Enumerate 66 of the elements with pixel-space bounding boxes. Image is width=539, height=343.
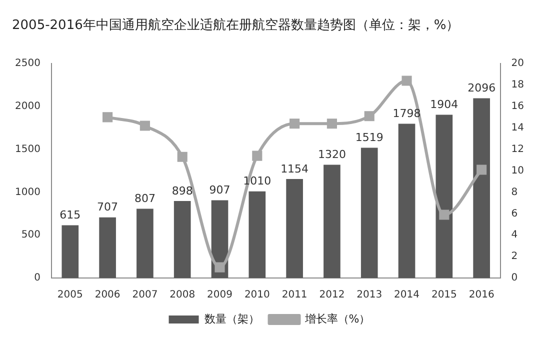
legend-label: 增长率（%）: [304, 312, 370, 326]
legend-label: 数量（架）: [204, 312, 260, 326]
point: [326, 118, 337, 129]
y-tick-label: 1000: [14, 186, 40, 198]
y2-tick-label: 0: [511, 272, 518, 284]
y-tick-label: 2500: [14, 58, 40, 70]
point: [177, 152, 188, 162]
x-tick-label: 2006: [94, 290, 120, 301]
bar: [473, 98, 490, 278]
y2-tick-label: 2: [511, 251, 518, 262]
x-tick-label: 2009: [207, 290, 232, 301]
data-label: 1320: [318, 148, 346, 162]
y2-tick-label: 4: [511, 230, 518, 241]
y2-tick-label: 10: [511, 165, 524, 176]
data-label: 2096: [468, 82, 496, 95]
bar: [436, 114, 453, 278]
data-label: 898: [172, 184, 193, 198]
point: [102, 112, 113, 122]
x-tick-label: 2014: [394, 290, 420, 301]
x-tick-label: 2012: [319, 290, 345, 301]
y-tick-label: 1500: [14, 144, 40, 155]
bar: [174, 200, 191, 278]
data-label: 707: [97, 200, 118, 214]
bar: [248, 191, 266, 278]
point: [402, 76, 412, 86]
bar: [286, 179, 303, 278]
bar: [136, 208, 154, 278]
point: [476, 164, 487, 175]
data-label: 1010: [243, 174, 272, 188]
x-tick-label: 2013: [356, 290, 382, 301]
y2-tick-label: 14: [511, 122, 524, 134]
point: [439, 210, 450, 220]
bar: [360, 148, 378, 278]
y-tick-label: 2000: [14, 101, 40, 112]
bar: [99, 217, 116, 278]
bar: [398, 124, 416, 278]
data-label: 907: [209, 184, 230, 197]
y2-tick-label: 12: [511, 144, 524, 155]
y2-tick-label: 18: [511, 80, 524, 91]
x-tick-label: 2005: [57, 290, 83, 301]
x-tick-label: 2010: [244, 290, 270, 301]
y-tick-label: 0: [34, 272, 40, 284]
y2-tick-label: 16: [511, 101, 524, 112]
y2-tick-label: 20: [511, 58, 524, 70]
y-tick-label: 500: [21, 230, 40, 241]
data-label: 615: [60, 208, 81, 222]
point: [140, 120, 150, 131]
data-label: 1519: [355, 131, 384, 144]
x-tick-label: 2007: [132, 290, 158, 301]
bar: [324, 164, 340, 278]
point: [214, 262, 225, 272]
data-label: 1904: [430, 98, 458, 112]
y2-tick-label: 6: [511, 208, 518, 220]
point: [290, 118, 300, 129]
x-tick-label: 2015: [431, 290, 457, 301]
data-label: 807: [134, 192, 156, 206]
chart-title: 2005-2016年中国通用航空企业适航在册航空器数量趋势图（单位：架，%）: [12, 18, 460, 34]
x-tick-label: 2016: [468, 290, 494, 301]
point: [364, 111, 374, 122]
point: [252, 150, 262, 161]
x-tick-label: 2008: [170, 290, 196, 301]
x-tick-label: 2011: [282, 290, 308, 301]
y2-tick-label: 8: [511, 186, 518, 198]
bar: [62, 225, 79, 278]
data-label: 1798: [392, 107, 421, 120]
data-label: 1154: [280, 162, 309, 176]
